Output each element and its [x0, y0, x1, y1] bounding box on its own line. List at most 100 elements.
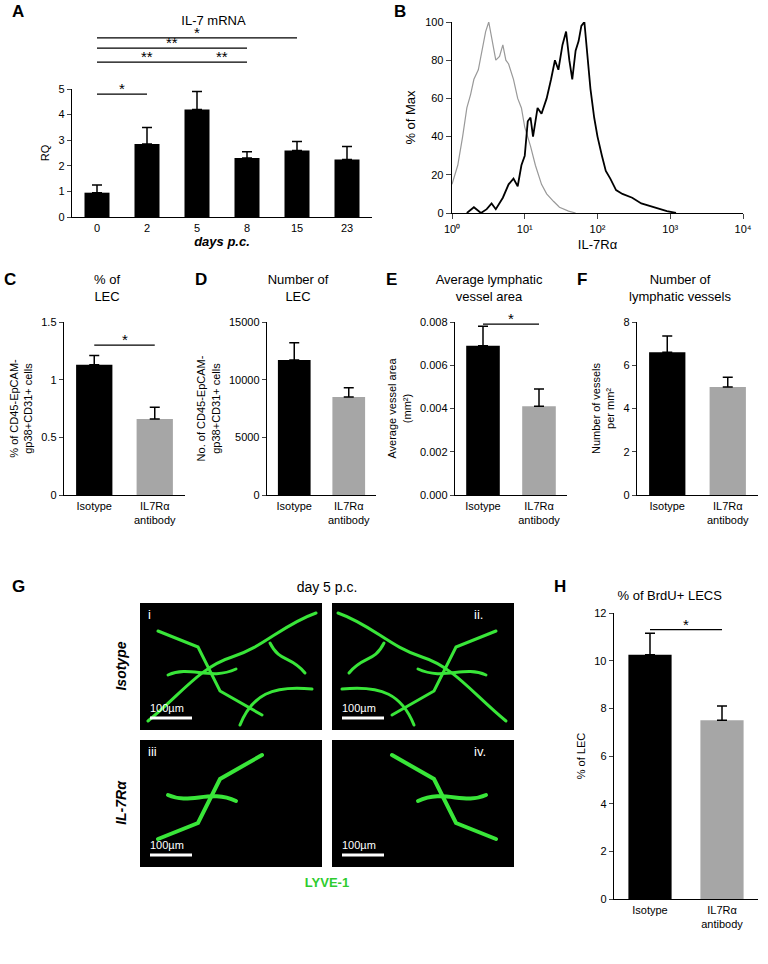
html-text:IL-7Rα: IL-7Rα — [112, 780, 128, 825]
svg-text:0.006: 0.006 — [420, 359, 448, 371]
svg-text:8: 8 — [623, 316, 629, 328]
svg-text:100µm: 100µm — [342, 702, 376, 714]
svg-text:10⁴: 10⁴ — [735, 223, 752, 235]
svg-text:10⁰: 10⁰ — [444, 223, 460, 235]
svg-text:days p.c.: days p.c. — [194, 234, 250, 249]
svg-text:Isotype: Isotype — [277, 500, 312, 512]
svg-text:6: 6 — [623, 359, 629, 371]
html-text:B: B — [394, 2, 407, 21]
html-text:D: D — [195, 270, 208, 289]
svg-text:0: 0 — [437, 207, 443, 219]
svg-text:**: ** — [216, 48, 228, 65]
svg-text:8: 8 — [600, 702, 606, 714]
svg-text:% ofLEC: % ofLEC — [94, 272, 120, 304]
svg-text:4: 4 — [623, 402, 629, 414]
html-text:E: E — [386, 270, 398, 289]
svg-text:*: * — [194, 24, 200, 41]
svg-text:Isotype: Isotype — [650, 500, 685, 512]
svg-text:IL-7 mRNA: IL-7 mRNA — [181, 13, 246, 28]
svg-text:% of CD45-EpCAM-gp38+CD31+ cel: % of CD45-EpCAM-gp38+CD31+ cells — [8, 359, 34, 458]
svg-text:iii: iii — [148, 744, 157, 759]
svg-text:10²: 10² — [590, 223, 606, 235]
svg-text:0.004: 0.004 — [420, 402, 448, 414]
svg-text:2: 2 — [144, 222, 150, 234]
svg-text:IL7Rαantibody: IL7Rαantibody — [518, 500, 560, 526]
html-text:Isotype: Isotype — [112, 641, 128, 690]
svg-text:0.002: 0.002 — [420, 446, 448, 458]
svg-text:IL7Rαantibody: IL7Rαantibody — [701, 904, 743, 930]
svg-text:4: 4 — [58, 108, 64, 120]
svg-text:i: i — [148, 607, 151, 622]
svg-text:Isotype: Isotype — [632, 904, 667, 916]
svg-text:100: 100 — [425, 16, 443, 28]
svg-text:Average vessel area(mm²): Average vessel area(mm²) — [386, 358, 412, 459]
svg-text:15: 15 — [291, 222, 303, 234]
svg-text:Number ofLEC: Number ofLEC — [268, 272, 329, 304]
svg-text:80: 80 — [431, 54, 443, 66]
svg-text:Number of vesselsper mm²: Number of vesselsper mm² — [590, 362, 616, 454]
svg-text:0: 0 — [50, 489, 56, 501]
svg-text:*: * — [508, 310, 514, 327]
svg-text:5: 5 — [58, 83, 64, 95]
svg-text:10¹: 10¹ — [517, 223, 533, 235]
html-text:LYVE-1: LYVE-1 — [304, 875, 350, 890]
svg-text:*: * — [122, 331, 128, 348]
svg-text:Number oflymphatic vessels: Number oflymphatic vessels — [629, 272, 731, 304]
svg-text:iv.: iv. — [474, 744, 486, 759]
svg-text:0: 0 — [58, 211, 64, 223]
svg-text:IL7Rαantibody: IL7Rαantibody — [134, 500, 176, 526]
svg-text:**: ** — [141, 48, 153, 65]
svg-text:2: 2 — [623, 446, 629, 458]
svg-text:% of LEC: % of LEC — [575, 733, 587, 780]
svg-text:2: 2 — [58, 160, 64, 172]
svg-text:Isotype: Isotype — [77, 500, 112, 512]
svg-text:*: * — [119, 80, 125, 97]
svg-text:4: 4 — [600, 798, 606, 810]
svg-text:10: 10 — [594, 655, 606, 667]
svg-text:ii.: ii. — [474, 607, 483, 622]
svg-text:*: * — [683, 616, 689, 633]
svg-text:5: 5 — [194, 222, 200, 234]
svg-text:3: 3 — [58, 134, 64, 146]
svg-text:% of Max: % of Max — [403, 90, 418, 145]
svg-text:IL-7Rα: IL-7Rα — [578, 237, 618, 252]
svg-text:Isotype: Isotype — [465, 500, 500, 512]
svg-text:8: 8 — [244, 222, 250, 234]
svg-text:23: 23 — [341, 222, 353, 234]
svg-text:60: 60 — [431, 92, 443, 104]
svg-text:1: 1 — [50, 374, 56, 386]
svg-text:IL7Rαantibody: IL7Rαantibody — [707, 500, 749, 526]
svg-text:100µm: 100µm — [342, 839, 376, 851]
svg-text:15000: 15000 — [229, 316, 260, 328]
svg-text:IL7Rαantibody: IL7Rαantibody — [328, 500, 370, 526]
svg-text:100µm: 100µm — [150, 702, 184, 714]
html-text:day 5 p.c.: day 5 p.c. — [296, 579, 358, 595]
svg-text:1.5: 1.5 — [41, 316, 56, 328]
svg-text:10³: 10³ — [662, 223, 678, 235]
svg-text:2: 2 — [600, 845, 606, 857]
svg-text:**: ** — [166, 34, 178, 51]
svg-text:0: 0 — [253, 489, 259, 501]
svg-text:12: 12 — [594, 607, 606, 619]
svg-text:0.000: 0.000 — [420, 489, 448, 501]
svg-text:0.008: 0.008 — [420, 316, 448, 328]
svg-text:0: 0 — [623, 489, 629, 501]
svg-text:1: 1 — [58, 185, 64, 197]
html-text:H: H — [554, 577, 567, 596]
svg-text:40: 40 — [431, 130, 443, 142]
html-text:C: C — [4, 270, 17, 289]
svg-text:20: 20 — [431, 169, 443, 181]
svg-text:% of BrdU+ LECS: % of BrdU+ LECS — [617, 588, 722, 603]
html-text:A: A — [12, 2, 25, 21]
svg-text:6: 6 — [600, 750, 606, 762]
svg-text:0: 0 — [600, 893, 606, 905]
svg-text:0.5: 0.5 — [41, 431, 56, 443]
svg-text:RQ: RQ — [39, 144, 51, 161]
html-text:G: G — [12, 577, 26, 596]
svg-text:Average lymphaticvessel area: Average lymphaticvessel area — [436, 272, 543, 304]
svg-text:0: 0 — [94, 222, 100, 234]
svg-text:10000: 10000 — [229, 374, 260, 386]
svg-text:No. of CD45-EpCAM-gp38+CD31+ c: No. of CD45-EpCAM-gp38+CD31+ cells — [195, 355, 221, 461]
svg-text:5000: 5000 — [235, 431, 259, 443]
svg-text:100µm: 100µm — [150, 839, 184, 851]
